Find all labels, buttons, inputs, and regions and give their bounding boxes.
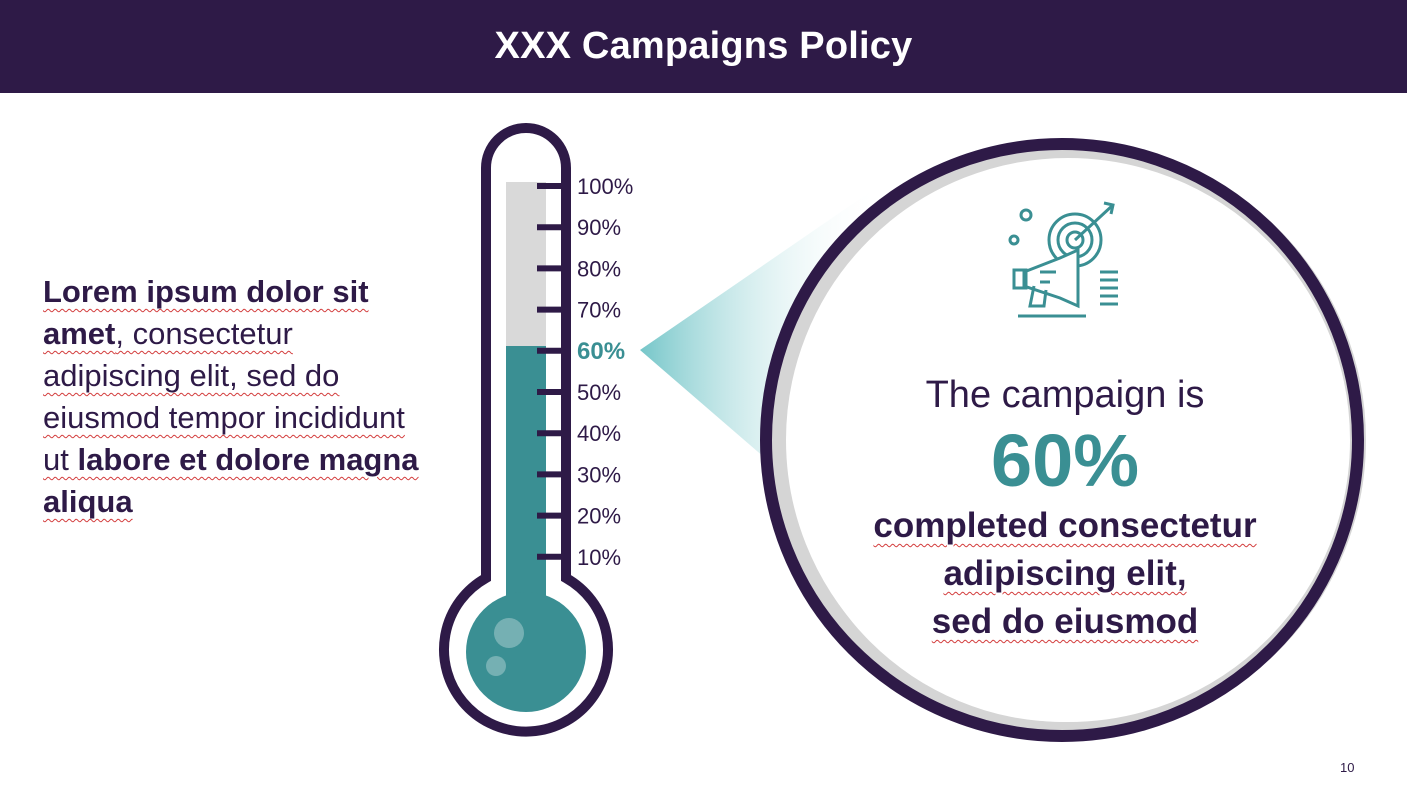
tick-label: 100% xyxy=(577,174,633,199)
tick-label: 20% xyxy=(577,504,621,529)
page-title: XXX Campaigns Policy xyxy=(494,25,913,67)
tick-label: 60% xyxy=(577,338,625,365)
tick-label: 40% xyxy=(577,421,621,446)
callout-line-2: adipiscing elit, xyxy=(943,554,1187,593)
paragraph-bold-end: labore et dolore magna aliqua xyxy=(43,442,419,519)
tick-label: 50% xyxy=(577,380,621,405)
paragraph-bold-start: Lorem ipsum dolor sit amet xyxy=(43,274,369,351)
thermometer-empty-tube xyxy=(506,182,546,347)
tick-label: 80% xyxy=(577,256,621,281)
callout-inner xyxy=(790,174,1338,722)
tick-label: 10% xyxy=(577,545,621,570)
thermometer-bulb xyxy=(466,592,586,712)
page-number: 10 xyxy=(1340,760,1355,775)
callout-ring xyxy=(760,138,1364,742)
callout-text: The campaign is 60% completed consectetu… xyxy=(800,370,1330,646)
paragraph-body: , consectetur adipiscing elit, sed do ei… xyxy=(43,316,405,477)
callout-intro: The campaign is xyxy=(925,374,1205,416)
callout-line-1: completed consectetur xyxy=(873,506,1257,545)
header-bar: XXX Campaigns Policy xyxy=(0,0,1407,93)
bulb-highlight-small xyxy=(486,656,506,676)
callout-value: 60% xyxy=(990,419,1140,502)
bulb-highlight-large xyxy=(494,618,524,648)
body-paragraph: Lorem ipsum dolor sit amet, consectetur … xyxy=(43,271,423,523)
tick-label: 90% xyxy=(577,215,621,240)
megaphone-target-icon xyxy=(1008,201,1118,318)
tick-labels: 100% 90% 80% 70% 60% 50% 40% 30% 20% 10% xyxy=(577,174,633,570)
callout-description: completed consectetur adipiscing elit, s… xyxy=(800,502,1330,646)
callout-line-3: sed do eiusmod xyxy=(931,602,1199,641)
tick-marks xyxy=(537,183,566,560)
tick-label: 30% xyxy=(577,462,621,487)
tick-label: 70% xyxy=(577,298,621,323)
